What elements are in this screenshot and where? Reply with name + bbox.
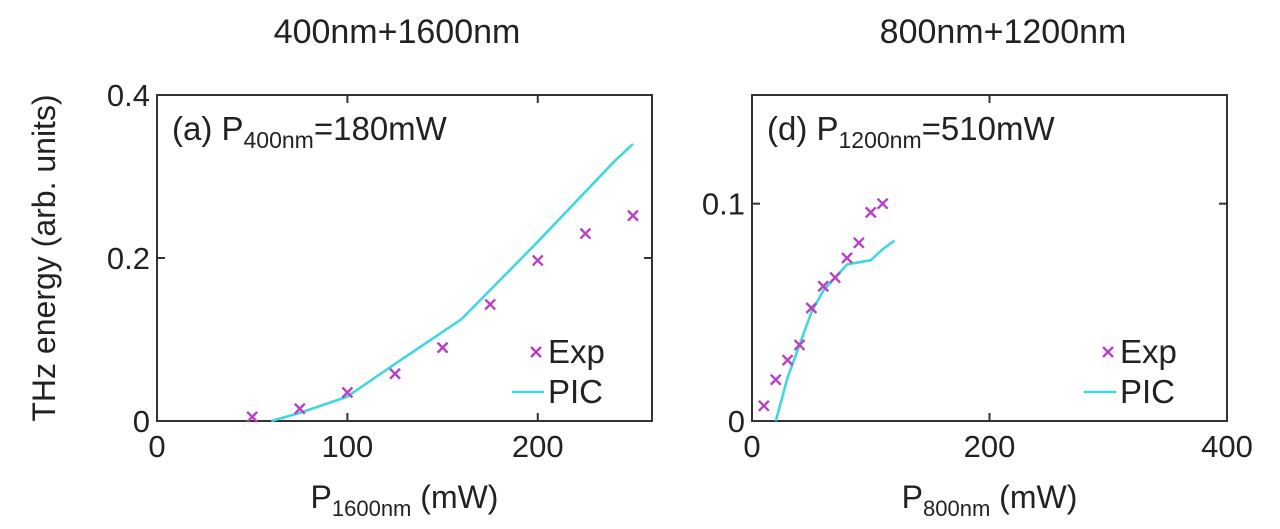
exp-marker-stroke xyxy=(758,399,770,412)
y-tick-label: 0.1 xyxy=(702,187,745,222)
exp-data-point xyxy=(531,254,544,267)
exp-data-point xyxy=(341,386,354,399)
x-axis-label: P1600nm (mW) xyxy=(311,479,499,521)
chart-title: 400nm+1600nm xyxy=(274,13,521,51)
panel-annotation: (d) P1200nm=510mW xyxy=(767,110,1055,153)
legend-exp-marker xyxy=(530,346,542,358)
x-tick-label: 400 xyxy=(1201,429,1253,464)
exp-marker-stroke xyxy=(805,302,818,314)
y-tick-label: 0.2 xyxy=(107,241,150,276)
exp-data-point xyxy=(389,367,401,380)
exp-marker-stroke xyxy=(579,227,592,240)
exp-marker-stroke xyxy=(769,373,782,386)
legend-label-exp: Exp xyxy=(1120,333,1177,370)
exp-data-point xyxy=(817,280,830,293)
legend-label-pic: PIC xyxy=(1120,373,1175,410)
exp-marker-stroke xyxy=(817,280,830,293)
exp-marker-stroke xyxy=(293,402,306,415)
exp-data-point xyxy=(781,354,794,366)
legend-label-exp: Exp xyxy=(548,333,605,370)
exp-data-point xyxy=(246,411,259,423)
exp-marker-stroke xyxy=(864,206,877,219)
exp-marker-stroke xyxy=(341,386,354,399)
chart-title: 800nm+1200nm xyxy=(880,13,1127,51)
exp-marker-stroke xyxy=(841,252,853,264)
legend-label-pic: PIC xyxy=(548,373,603,410)
exp-data-point xyxy=(805,302,818,314)
x-tick-label: 0 xyxy=(743,429,760,464)
exp-data-point xyxy=(627,209,639,222)
exp-marker-stroke xyxy=(627,209,639,222)
legend-item-pic: PIC xyxy=(512,373,603,410)
pic-series-line xyxy=(774,239,896,422)
exp-data-point xyxy=(841,252,853,264)
exp-marker-stroke xyxy=(876,197,889,210)
chart-panel-d: 800nm+1200nm 0 200 400 0 0.1 P800nm (mW) (d) P1… xyxy=(702,13,1253,521)
legend-item-exp: Exp xyxy=(1102,333,1177,370)
exp-marker-stroke xyxy=(793,339,806,351)
exp-data-point xyxy=(793,339,806,351)
exp-data-point xyxy=(579,227,592,240)
exp-data-point xyxy=(436,341,449,354)
y-tick-label: 0 xyxy=(133,404,150,439)
y-tick-label: 0 xyxy=(728,404,745,439)
exp-marker-stroke xyxy=(531,254,544,267)
shared-y-axis-label: THz energy (arb. units) xyxy=(26,94,62,421)
exp-data-point xyxy=(853,236,865,249)
y-tick-label: 0.4 xyxy=(107,78,150,113)
x-tick-label: 200 xyxy=(512,429,564,464)
exp-data-point xyxy=(829,271,841,284)
exp-marker-stroke xyxy=(436,341,449,354)
x-tick-label: 100 xyxy=(322,429,374,464)
exp-marker-stroke xyxy=(246,411,259,423)
x-axis-label: P800nm (mW) xyxy=(902,479,1078,521)
legend-item-pic: PIC xyxy=(1084,373,1175,410)
exp-data-point xyxy=(864,206,877,219)
x-tick-label: 0 xyxy=(148,429,165,464)
legend-item-exp: Exp xyxy=(530,333,605,370)
exp-data-point xyxy=(293,402,306,415)
x-tick-label: 200 xyxy=(964,429,1016,464)
exp-data-point xyxy=(769,373,782,386)
chart-panel-a: 400nm+1600nm 0 100 200 0 0.2 0.4 P1600nm (mW) (a… xyxy=(107,13,653,521)
exp-data-point xyxy=(876,197,889,210)
exp-data-point xyxy=(758,399,770,412)
panel-annotation: (a) P400nm=180mW xyxy=(172,110,448,153)
legend-exp-marker xyxy=(1102,346,1114,358)
exp-marker-stroke xyxy=(829,271,841,284)
exp-data-point xyxy=(484,298,497,311)
exp-marker-stroke xyxy=(389,367,401,380)
exp-marker-stroke xyxy=(853,236,865,249)
exp-marker-stroke xyxy=(781,354,794,366)
pic-series-line xyxy=(270,142,634,423)
exp-marker-stroke xyxy=(484,298,497,311)
